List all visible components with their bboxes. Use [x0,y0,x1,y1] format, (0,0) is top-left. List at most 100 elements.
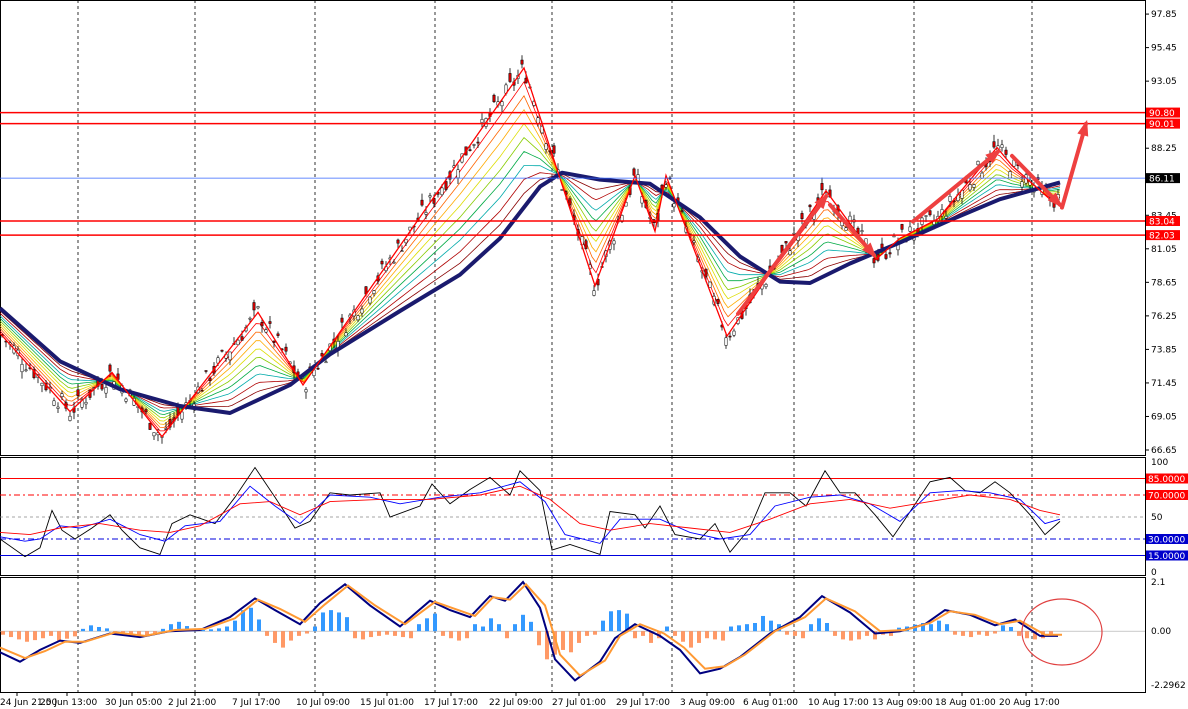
x-tick-label: 2 Jul 21:00 [168,698,217,708]
histogram-bar [369,631,373,638]
histogram-bar [41,631,45,639]
oscillator-series-line [0,466,1061,558]
candle-body [20,364,24,373]
histogram-bar [833,631,837,636]
x-tick-label: 18 Aug 01:00 [935,698,996,708]
histogram-bar [1001,625,1005,632]
histogram-bar [81,628,85,632]
histogram-bar [217,628,221,632]
histogram-bar [1,631,5,635]
level-tag [1146,230,1180,241]
panel-frame-1 [0,0,1146,456]
oscillator-level-tag [1146,490,1188,500]
x-tick-label: 10 Aug 17:00 [808,698,869,708]
candle-body [420,199,424,206]
histogram-bar [889,631,893,636]
histogram-bar [577,631,581,643]
axis-labels: 97.8595.4593.0588.2583.4581.0578.6576.25… [0,10,1188,708]
level-tag-label: 83.04 [1149,218,1175,228]
histogram-bar [465,631,469,639]
histogram-bar [89,625,93,632]
candle-body [716,299,720,304]
histogram-bar [257,619,261,632]
candle-body [892,235,896,238]
histogram-bar [393,631,397,636]
histogram-bar [937,620,941,632]
candle-body [80,399,84,408]
candle-body [992,141,996,148]
histogram-tick-label: 0.00 [1151,627,1171,637]
candle-body [568,198,572,206]
arrow-head [985,149,1002,164]
histogram-bar [497,624,501,632]
candle-body [860,230,864,232]
candle-body [584,240,588,250]
highlight-circle [1021,598,1103,666]
candle-body [728,335,732,338]
candle-body [24,369,28,372]
candle-body [368,296,372,304]
histogram-bar [689,631,693,648]
histogram-tick-label: -2.2962 [1151,681,1186,691]
histogram-bar [249,607,253,632]
histogram-bar [281,631,285,648]
histogram-bar [825,623,829,632]
candle-body [344,332,348,337]
slow-moving-average [0,170,1061,415]
x-tick-label: 30 Jun 05:00 [105,698,162,708]
histogram-bar [793,631,797,636]
candle-body [144,409,148,413]
candle-body [152,432,156,437]
candle-body [672,203,676,208]
price-panel [0,55,1145,444]
candle-body [268,321,272,324]
histogram-bar [865,631,869,636]
histogram-bar [745,624,749,632]
histogram-bar [273,631,277,643]
candle-body [428,195,432,198]
candle-body [392,261,396,264]
oscillator-level-tag [1146,473,1188,484]
histogram-bar [673,631,677,636]
candle-body [552,145,556,154]
candle-body [888,252,892,255]
candle-body [692,240,696,243]
histogram-bar [73,631,77,637]
candle-body [788,250,792,256]
histogram-bar [177,621,181,632]
level-tag [1146,216,1180,227]
histogram-bar [137,631,141,637]
histogram-bar [209,629,213,632]
histogram-bar [1033,631,1037,640]
x-tick-label: 20 Aug 17:00 [999,698,1060,708]
candle-body [664,184,668,188]
histogram-bar [241,610,245,632]
histogram-bar [601,620,605,632]
candle-body [180,411,184,420]
candle-body [592,290,596,296]
candle-body [52,400,56,406]
oscillator-tick-label: 100 [1151,458,1168,468]
histogram-bar [305,631,309,634]
candle-body [880,243,884,249]
histogram-bar [33,631,37,641]
price-tick-label: 76.25 [1151,312,1177,322]
x-tick-label: 10 Jul 09:00 [296,698,350,708]
price-tick-label: 93.05 [1151,77,1177,87]
candle-body [680,210,684,212]
histogram-bar [329,610,333,632]
candle-body [704,268,708,277]
candle-body [256,306,260,309]
histogram-bar [617,610,621,632]
candle-body [444,181,448,190]
x-tick-label: 6 Aug 01:00 [743,698,798,708]
histogram-bar [425,618,429,632]
zigzag-line [0,66,1051,438]
histogram-bar [385,631,389,635]
candle-body [844,227,848,231]
histogram-bar [969,631,973,638]
trend-arrow [911,149,1000,224]
candle-body [536,117,540,124]
candle-body [216,357,220,364]
level-tag-label: 90.80 [1149,109,1175,119]
